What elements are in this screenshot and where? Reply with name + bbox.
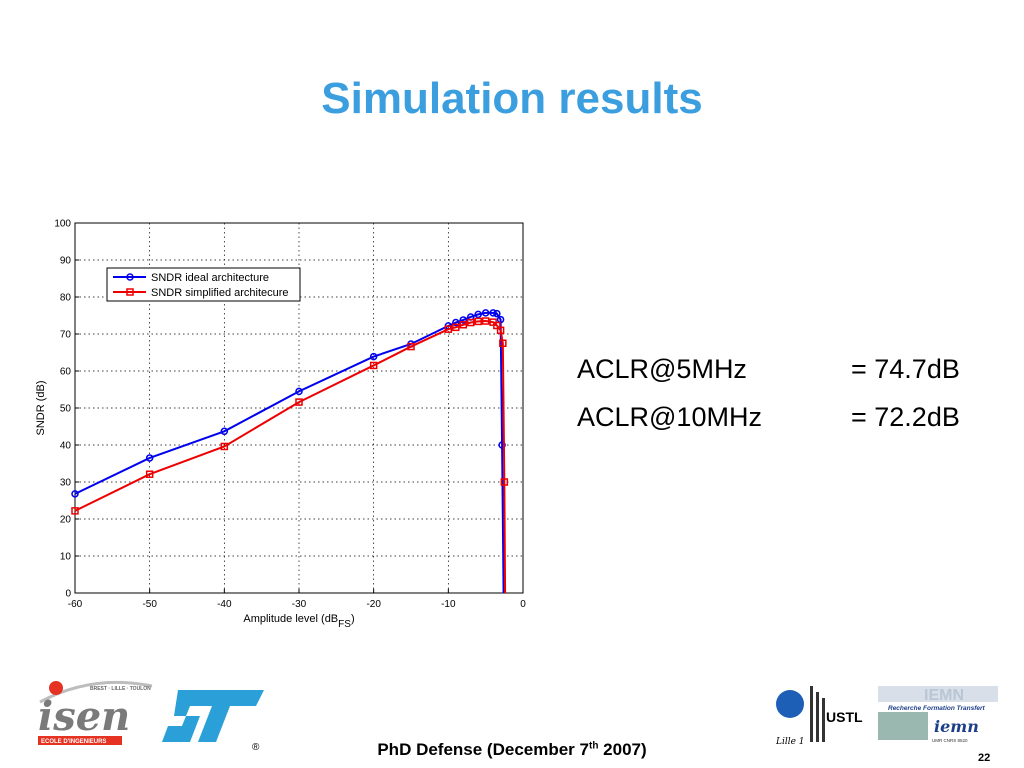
- data-point-ideal: [452, 318, 460, 327]
- y-tick-label: 80: [60, 293, 72, 304]
- data-point-simplified: [481, 317, 490, 325]
- data-point-ideal: [489, 309, 497, 317]
- x-tick-label: -20: [366, 599, 381, 610]
- x-tick-label: 0: [520, 599, 526, 610]
- lille-text: Lille 1: [775, 737, 805, 747]
- grid-lines: [75, 223, 523, 593]
- legend-box: [106, 267, 301, 302]
- data-point-ideal: [498, 441, 506, 449]
- data-point-ideal: [220, 427, 229, 436]
- legend-marker-ideal: [126, 273, 134, 281]
- data-point-simplified: [496, 326, 505, 335]
- data-point-simplified: [459, 321, 468, 329]
- aclr-value-5mhz: = 74.7dB: [851, 354, 960, 384]
- y-tick-label: 30: [60, 478, 72, 489]
- data-point-ideal: [369, 352, 378, 361]
- series-layer: [71, 309, 509, 594]
- ustl-bar-1: [810, 686, 813, 742]
- data-point-simplified: [407, 342, 415, 351]
- data-point-ideal: [71, 490, 79, 498]
- y-tick-label: 0: [65, 589, 71, 600]
- x-tick-label: -50: [142, 599, 157, 610]
- data-point-simplified: [500, 478, 509, 486]
- data-point-ideal: [145, 454, 154, 462]
- iemn-banner-bg: [878, 686, 998, 702]
- data-point-simplified: [145, 470, 154, 478]
- ustl-bar-3: [822, 698, 825, 742]
- y-tick-label: 50: [60, 404, 72, 415]
- isen-wordmark: isen: [38, 693, 130, 740]
- data-point-ideal: [295, 387, 303, 396]
- isen-subtitle-bar: [38, 736, 122, 745]
- slide-title: Simulation results: [321, 74, 703, 123]
- iemn-logo: IEMN Recherche Formation Transfert iemn …: [878, 686, 998, 743]
- data-point-ideal: [474, 310, 482, 319]
- ustl-blue-circle: [776, 690, 804, 718]
- iemn-wordmark: iemn: [934, 717, 979, 736]
- iemn-sub: UMR CNRS 8520: [932, 738, 968, 743]
- y-tick-label: 90: [60, 256, 72, 267]
- data-point-simplified: [466, 318, 475, 327]
- aclr-value-10mhz: = 72.2dB: [851, 402, 960, 432]
- data-point-simplified: [71, 507, 79, 515]
- st-registered: ®: [252, 742, 260, 753]
- legend-label-simplified: SNDR simplified architecure: [151, 287, 289, 299]
- isen-swoosh: [39, 680, 153, 704]
- iemn-motto: Recherche Formation Transfert: [888, 705, 986, 712]
- x-axis-label-close: ): [351, 613, 355, 625]
- data-point-simplified: [295, 398, 303, 406]
- y-tick-label: 40: [60, 441, 72, 452]
- legend: SNDR ideal architecture SNDR simplified …: [106, 267, 301, 302]
- x-tick-label: -30: [292, 599, 307, 610]
- y-tick-label: 70: [60, 330, 72, 341]
- x-axis-label-sub: FS: [338, 619, 351, 630]
- ustl-wordmark: USTL: [826, 709, 863, 725]
- y-tick-label: 100: [54, 219, 71, 230]
- footer-text: PhD Defense (December 7th 2007): [0, 740, 1024, 760]
- aclr-label-5mhz: ACLR@5MHz: [577, 354, 747, 384]
- y-tick-label: 20: [60, 515, 72, 526]
- isen-tagline: BREST · LILLE · TOULON: [90, 686, 151, 692]
- isen-red-dot: [49, 681, 63, 695]
- x-tick-label: -40: [217, 599, 232, 610]
- footer-sup: th: [588, 740, 599, 752]
- y-axis-label: SNDR (dB): [35, 380, 47, 435]
- data-point-simplified: [452, 323, 460, 332]
- data-point-simplified: [369, 361, 378, 370]
- footer-prefix: PhD Defense (December 7: [377, 740, 589, 759]
- data-point-ideal: [481, 309, 490, 317]
- isen-subtitle: ECOLE D'INGENIEURS: [41, 739, 106, 745]
- aclr-row-10mhz: ACLR@10MHz = 72.2dB: [577, 402, 960, 433]
- x-axis-label-main: Amplitude level (dB: [243, 613, 338, 625]
- data-point-simplified: [474, 317, 482, 326]
- y-tick-label: 60: [60, 367, 72, 378]
- data-point-simplified: [444, 325, 453, 333]
- aclr-label-10mhz: ACLR@10MHz: [577, 402, 762, 432]
- data-point-simplified: [220, 442, 229, 451]
- sndr-chart: -60 -50 -40 -30 -20 -10 0 0 10 20 30 40 50 60 70 80 90 10…: [35, 219, 526, 631]
- st-shape: [162, 690, 264, 742]
- series-line-0: [74, 311, 505, 594]
- x-axis-label: Amplitude level (dBFS): [243, 613, 354, 630]
- ustl-logo: USTL Lille 1: [775, 686, 863, 747]
- iemn-building: [878, 712, 928, 740]
- page-number: 22: [978, 752, 991, 764]
- x-tick-label: -60: [68, 599, 83, 610]
- legend-label-ideal: SNDR ideal architecture: [151, 272, 269, 284]
- x-tick-label: -10: [441, 599, 456, 610]
- aclr-row-5mhz: ACLR@5MHz = 74.7dB: [577, 354, 960, 385]
- y-tick-label: 10: [60, 552, 72, 563]
- st-logo: ®: [162, 690, 264, 753]
- footer-suffix: 2007): [598, 740, 647, 759]
- data-point-ideal: [493, 309, 501, 318]
- legend-marker-simplified: [126, 288, 134, 296]
- isen-logo: BREST · LILLE · TOULON isen ECOLE D'INGE…: [38, 680, 153, 745]
- data-point-ideal: [459, 316, 468, 324]
- iemn-banner: IEMN: [924, 687, 964, 704]
- axis-ticks: -60 -50 -40 -30 -20 -10 0 0 10 20 30 40 50 60 70 80 90 10…: [54, 219, 526, 611]
- ustl-bar-2: [816, 692, 819, 742]
- data-point-simplified: [499, 339, 507, 347]
